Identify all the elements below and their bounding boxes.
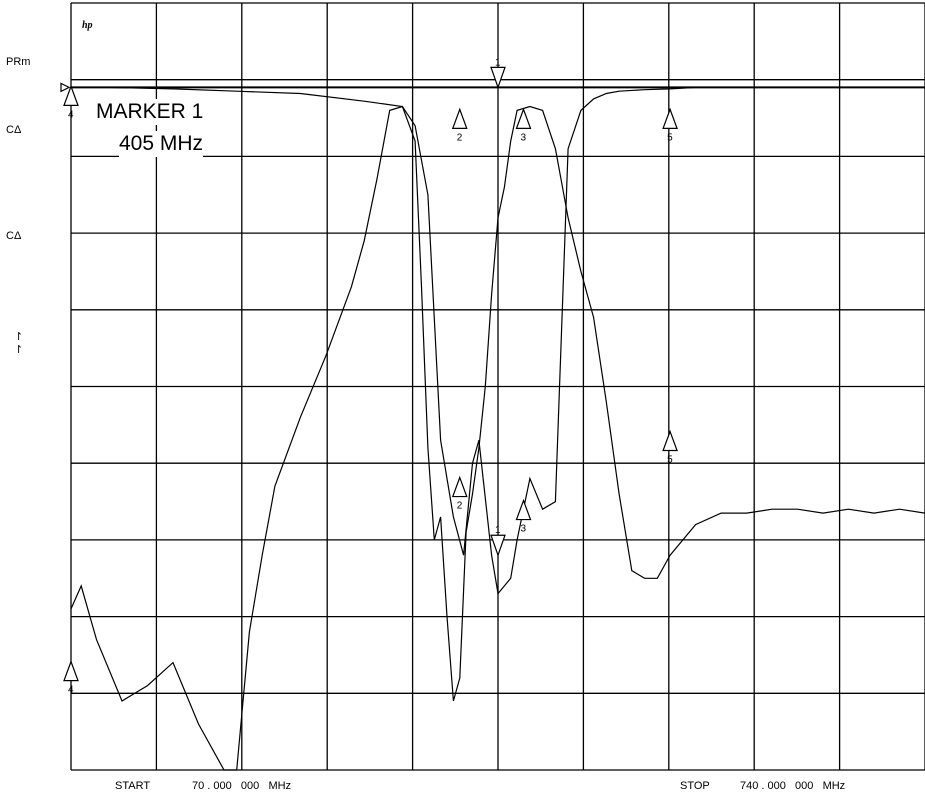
marker-id-label: 1 — [495, 525, 501, 536]
marker-2: 2 — [451, 107, 468, 143]
marker-down-triangle-icon — [490, 66, 506, 90]
hp-logo: hp — [82, 20, 93, 31]
marker-id-label: 1 — [495, 57, 501, 68]
channel-1-label: CΔ — [6, 124, 22, 136]
marker-id-label: 4 — [68, 109, 74, 120]
marker-5: 5 — [662, 107, 678, 143]
marker-id-label: 3 — [520, 524, 526, 535]
marker-up-triangle-icon — [63, 84, 79, 106]
marker-3: 3 — [515, 498, 532, 535]
markers: 1 1 2 2 3 3 4 4 5 5 — [63, 57, 678, 696]
marker-id-label: 2 — [457, 132, 463, 143]
marker-readout-title: MARKER 1 — [96, 99, 204, 125]
traces — [70, 86, 925, 771]
marker-up-triangle-icon — [662, 107, 678, 129]
marker-4: 4 — [63, 84, 79, 120]
marker-id-label: 3 — [520, 132, 526, 143]
marker-5: 5 — [662, 429, 678, 466]
marker-down-triangle-icon — [490, 534, 506, 558]
scale-arrow-icon: ↾ — [14, 344, 24, 356]
stop-label: STOP — [680, 780, 710, 792]
marker-id-label: 4 — [68, 685, 74, 696]
channel-2-label: CΔ — [6, 230, 22, 242]
marker-up-triangle-icon — [662, 429, 678, 452]
scale-arrow-icon: ↾ — [14, 331, 24, 343]
trace-1 — [70, 105, 925, 771]
marker-up-triangle-icon — [63, 659, 79, 682]
marker-4: 4 — [63, 659, 79, 696]
marker-up-triangle-icon — [451, 107, 468, 129]
reference-level-icon — [60, 82, 71, 93]
trace-2 — [71, 86, 925, 595]
marker-up-triangle-icon — [515, 498, 532, 521]
start-frequency: 70 . 000 000 MHz — [192, 780, 292, 792]
marker-3: 3 — [515, 107, 532, 143]
marker-id-label: 5 — [667, 455, 673, 466]
marker-1: 1 — [490, 525, 506, 558]
ref-level-label: PRm — [6, 56, 31, 68]
stop-frequency: 740 . 000 000 MHz — [740, 780, 846, 792]
marker-up-triangle-icon — [515, 107, 532, 129]
marker-2: 2 — [451, 475, 468, 512]
marker-up-triangle-icon — [451, 475, 468, 498]
marker-readout-frequency: 405 MHz — [119, 131, 204, 157]
marker-id-label: 5 — [667, 132, 673, 143]
marker-1: 1 — [490, 57, 506, 90]
marker-id-label: 2 — [457, 501, 463, 512]
start-label: START — [115, 780, 151, 792]
